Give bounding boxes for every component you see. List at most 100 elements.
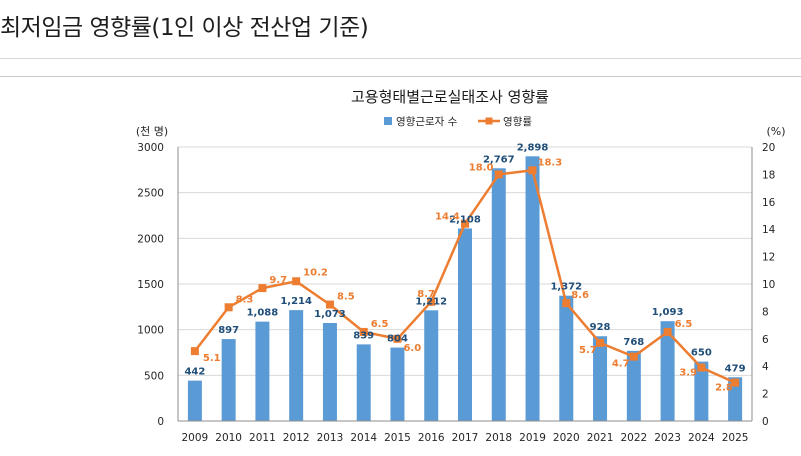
bar-2019 xyxy=(525,156,540,421)
bar-value-label: 804 xyxy=(387,334,408,345)
y-left-tick-label: 2500 xyxy=(137,188,164,200)
rate-marker-2014 xyxy=(359,327,368,336)
chart-panel: 0 500 1000 1500 2000 2500 3000 0 2 4 6 8 10 12 14 16 18 2… xyxy=(0,76,801,456)
bar-value-label: 897 xyxy=(218,325,239,336)
rate-value-label: 6.5 xyxy=(675,319,693,330)
x-tick-label: 2024 xyxy=(688,432,715,444)
y-right-tick-label: 20 xyxy=(762,142,775,154)
x-tick-label: 2011 xyxy=(249,432,276,444)
bar-value-label: 928 xyxy=(590,322,611,333)
y-left-tick-label: 0 xyxy=(157,416,164,428)
rate-value-label: 10.2 xyxy=(303,267,328,278)
rate-value-label: 8.3 xyxy=(236,294,254,305)
y-right-tick-label: 0 xyxy=(762,416,769,428)
rate-value-label: 8.5 xyxy=(337,292,355,303)
rate-value-label: 6.0 xyxy=(403,343,421,354)
x-tick-label: 2025 xyxy=(722,432,749,444)
y-left-tick-label: 3000 xyxy=(137,142,164,154)
x-tick-label: 2016 xyxy=(418,432,445,444)
bar-value-label: 479 xyxy=(725,363,746,374)
y-left-tick-label: 2000 xyxy=(137,233,164,245)
line-series xyxy=(190,166,740,387)
y-axis-right-label: (%) xyxy=(766,125,785,138)
legend-bar-swatch xyxy=(384,117,392,125)
x-tick-label: 2022 xyxy=(620,432,647,444)
rate-value-label: 18.3 xyxy=(538,157,563,168)
x-tick-label: 2009 xyxy=(182,432,209,444)
y-right-tick-label: 16 xyxy=(762,197,776,209)
rate-marker-2009 xyxy=(190,347,199,356)
rate-value-label: 6.5 xyxy=(371,319,389,330)
x-tick-label: 2023 xyxy=(654,432,681,444)
bar-2016 xyxy=(424,310,439,421)
bar-2012 xyxy=(289,310,304,421)
rate-marker-2011 xyxy=(258,284,267,293)
rate-marker-2019 xyxy=(528,166,537,175)
bar-value-label: 2,767 xyxy=(483,154,515,165)
rate-marker-2023 xyxy=(663,327,672,336)
bar-series xyxy=(187,156,743,421)
bar-2011 xyxy=(255,321,270,421)
y-left-tick-label: 1000 xyxy=(137,325,164,337)
bar-2024 xyxy=(694,361,709,421)
y-right-tick-label: 10 xyxy=(762,279,775,291)
bar-2009 xyxy=(187,380,202,421)
bar-2022 xyxy=(626,350,641,421)
bar-2021 xyxy=(593,336,608,421)
bar-value-label: 1,073 xyxy=(314,309,346,320)
rate-value-label: 5.1 xyxy=(203,353,221,364)
y-right-tick-label: 14 xyxy=(762,224,776,236)
rate-value-label: 3.9 xyxy=(679,368,697,379)
bar-value-label: 442 xyxy=(184,367,205,378)
x-tick-label: 2012 xyxy=(283,432,310,444)
axes: 0 500 1000 1500 2000 2500 3000 0 2 4 6 8 10 12 14 16 18 2… xyxy=(137,142,775,444)
legend-line-label: 영향률 xyxy=(503,116,532,128)
x-tick-label: 2018 xyxy=(485,432,512,444)
bar-2018 xyxy=(491,168,506,421)
rate-marker-2020 xyxy=(562,299,571,308)
rate-marker-2010 xyxy=(224,303,233,312)
rate-value-label: 2.8 xyxy=(715,383,733,394)
y-right-tick-label: 6 xyxy=(762,334,769,346)
rate-marker-2012 xyxy=(292,277,301,286)
bar-value-label: 1,372 xyxy=(550,282,582,293)
rate-marker-2024 xyxy=(697,363,706,372)
bar-value-label: 768 xyxy=(623,337,644,348)
legend-line-marker xyxy=(485,117,493,125)
rate-value-label: 8.7 xyxy=(417,289,435,300)
x-tick-label: 2019 xyxy=(519,432,546,444)
y-right-tick-label: 4 xyxy=(762,361,769,373)
rate-marker-2025 xyxy=(731,378,740,387)
rate-marker-2017 xyxy=(461,219,469,228)
rate-marker-2018 xyxy=(494,170,503,179)
rate-marker-2015 xyxy=(393,334,402,343)
chart-title: 고용형태별근로실태조사 영향률 xyxy=(351,88,549,106)
rate-marker-2013 xyxy=(325,300,334,309)
x-tick-label: 2010 xyxy=(215,432,242,444)
bar-value-label: 1,214 xyxy=(280,296,312,307)
x-tick-label: 2021 xyxy=(587,432,614,444)
rate-marker-2022 xyxy=(629,352,638,361)
rate-value-label: 14.4 xyxy=(435,212,460,223)
bar-2023 xyxy=(660,321,675,421)
x-tick-label: 2013 xyxy=(317,432,344,444)
chart: 0 500 1000 1500 2000 2500 3000 0 2 4 6 8 10 12 14 16 18 2… xyxy=(136,88,786,444)
bar-value-label: 2,898 xyxy=(517,142,549,153)
y-right-tick-label: 8 xyxy=(762,306,769,318)
x-tick-label: 2015 xyxy=(384,432,411,444)
page-heading: 최저임금 영향률(1인 이상 전산업 기준) xyxy=(0,15,369,41)
bar-2015 xyxy=(390,347,405,421)
legend: 영향근로자 수 영향률 xyxy=(384,116,532,128)
bar-2010 xyxy=(221,339,236,421)
x-tick-label: 2014 xyxy=(350,432,377,444)
y-right-tick-label: 18 xyxy=(762,169,775,181)
rate-marker-2021 xyxy=(596,338,605,347)
bar-value-label: 1,093 xyxy=(652,307,684,318)
bar-2013 xyxy=(322,322,337,421)
bar-value-label: 839 xyxy=(353,330,374,341)
rate-marker-2016 xyxy=(427,297,436,306)
bar-2025 xyxy=(728,377,743,421)
rate-value-label: 18.0 xyxy=(469,162,494,173)
bar-value-label: 1,212 xyxy=(415,296,447,307)
